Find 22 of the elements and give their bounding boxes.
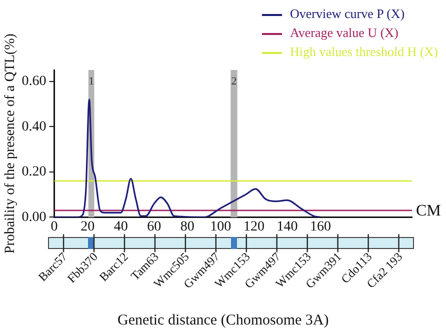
y-tick-label: 0.60 xyxy=(22,74,46,89)
y-tick-label: 0.00 xyxy=(22,210,46,225)
x-tick-label: 160 xyxy=(310,219,331,234)
y-tick-label: 0.20 xyxy=(22,164,46,180)
x-tick-label: 100 xyxy=(210,219,232,234)
band-label: 2 xyxy=(231,75,237,88)
x-tick-label: 20 xyxy=(80,219,95,234)
y-tick-label: 0.40 xyxy=(22,119,46,134)
legend-label: Average value U (X) xyxy=(290,25,398,40)
legend-label: High values threshold H (X) xyxy=(290,44,438,59)
x-tick-label: 120 xyxy=(243,219,264,234)
legend-label: Overview curve P (X) xyxy=(290,6,405,21)
text: CM xyxy=(416,202,441,220)
y-axis-title: Probaility of the presence of a QTL(%) xyxy=(3,33,18,254)
x-tick-label: 40 xyxy=(114,219,128,234)
text: Genetic distance (Chomosome 3A) xyxy=(118,312,329,328)
x-tick-label: 80 xyxy=(180,219,194,234)
x-tick-label: 0 xyxy=(50,219,58,234)
x-tick-label: 140 xyxy=(276,219,298,234)
band-label: 1 xyxy=(88,75,94,88)
line-series xyxy=(54,98,322,218)
x-tick-label: 60 xyxy=(147,219,162,234)
